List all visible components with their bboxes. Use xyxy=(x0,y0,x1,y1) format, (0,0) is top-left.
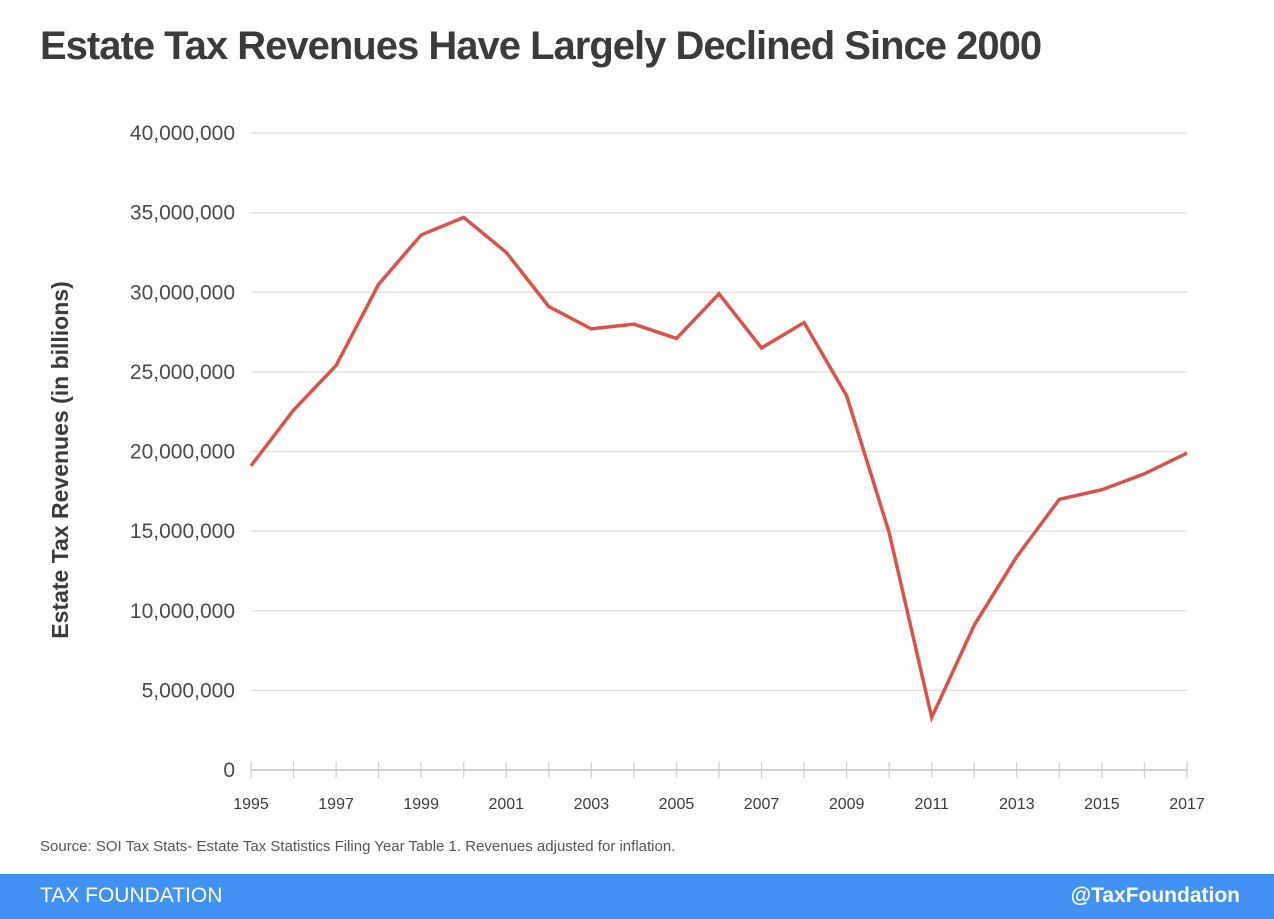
y-axis-label: Estate Tax Revenues (in billions) xyxy=(47,281,73,638)
x-tick-label: 2015 xyxy=(1084,796,1120,813)
x-axis-ticks: 1995 1997 1999 2001 2003 2005 2007 2009 2011 2013… xyxy=(233,796,1205,813)
y-tick-label: 35,000,000 xyxy=(130,202,235,225)
y-tick-label: 5,000,000 xyxy=(142,679,235,702)
x-tick-label: 1997 xyxy=(318,796,354,813)
y-tick-label: 25,000,000 xyxy=(130,361,235,384)
y-tick-label: 40,000,000 xyxy=(130,122,235,145)
x-tick-label: 2009 xyxy=(829,796,865,813)
x-tick-label: 1995 xyxy=(233,796,269,813)
social-handle[interactable]: @TaxFoundation xyxy=(1070,884,1240,907)
x-tick-label: 2017 xyxy=(1169,796,1205,813)
footer-bar: TAX FOUNDATION @TaxFoundation xyxy=(0,874,1274,919)
y-tick-label: 30,000,000 xyxy=(130,281,235,304)
x-tick-label: 1999 xyxy=(403,796,439,813)
x-tick-label: 2011 xyxy=(915,796,950,813)
y-tick-label: 10,000,000 xyxy=(130,600,235,623)
x-tick-label: 2003 xyxy=(574,796,610,813)
chart-title: Estate Tax Revenues Have Largely Decline… xyxy=(40,24,1042,68)
x-tick-label: 2005 xyxy=(659,796,695,813)
x-tick-label: 2013 xyxy=(999,796,1035,813)
x-axis xyxy=(250,762,1188,778)
x-tick-label: 2001 xyxy=(488,796,524,813)
source-note: Source: SOI Tax Stats- Estate Tax Statis… xyxy=(40,838,676,855)
y-tick-label: 15,000,000 xyxy=(130,520,235,543)
brand-name: TAX FOUNDATION xyxy=(40,884,223,907)
y-axis-ticks: 0 5,000,000 10,000,000 15,000,000 20,000,000… xyxy=(130,122,235,782)
y-tick-label: 0 xyxy=(223,759,235,782)
y-tick-label: 20,000,000 xyxy=(130,441,235,464)
series-layer xyxy=(249,215,1188,723)
gridlines xyxy=(251,132,1187,771)
x-tick-label: 2007 xyxy=(744,796,780,813)
